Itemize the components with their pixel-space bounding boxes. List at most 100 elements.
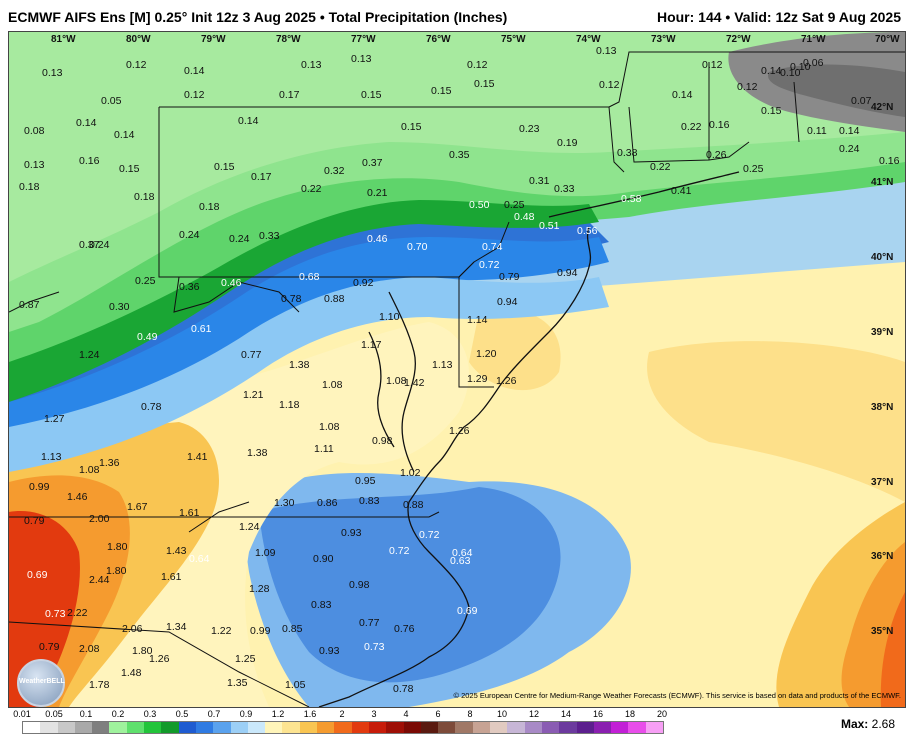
precip-value-label: 0.26 [706,149,727,161]
lon-label: 75°W [501,34,526,45]
precip-value-label: 0.17 [279,89,300,101]
precip-value-label: 1.09 [255,547,276,559]
precip-value-label: 1.17 [361,339,382,351]
precip-value-label: 1.08 [322,379,343,391]
colorbar-swatch [299,722,318,733]
patch-orange-east [647,341,905,502]
precip-value-label: 0.38 [617,147,638,159]
precip-value-label: 0.95 [355,475,376,487]
precip-value-label: 1.78 [89,679,110,691]
lon-label: 76°W [426,34,451,45]
precip-value-label: 1.34 [166,621,187,633]
precip-value-label: 1.26 [449,425,470,437]
model-title: ECMWF AIFS Ens [M] 0.25° [8,9,188,25]
precip-value-label: 0.15 [401,121,422,133]
precip-value-label: 0.73 [364,641,385,653]
colorbar-swatch [438,722,456,733]
patch-gray-ne2 [768,64,905,117]
precip-value-label: 0.87 [19,299,40,311]
precip-value-label: 0.13 [351,53,372,65]
colorbar-tick-label: 1.2 [271,709,285,719]
precip-value-label: 0.14 [672,89,693,101]
precip-value-label: 1.28 [249,583,270,595]
colorbar-swatch [576,722,594,733]
precip-value-label: 0.05 [101,95,122,107]
colorbar-swatch [628,722,646,733]
zone-sw-red [9,511,80,707]
map-title: ECMWF AIFS Ens [M] 0.25° Init 12z 3 Aug … [8,9,507,25]
precip-value-label: 0.13 [301,59,322,71]
max-number: 2.68 [871,717,895,731]
precip-value-label: 0.24 [179,229,200,241]
precip-value-label: 0.14 [114,129,135,141]
colorbar-swatch [23,722,41,733]
colorbar-swatch [524,722,542,733]
colorbar-swatch [455,722,473,733]
precip-value-label: 0.99 [250,625,271,637]
colorbar-tick-label: 18 [624,709,636,719]
precip-value-label: 2.22 [67,607,88,619]
precip-value-label: 0.69 [457,605,478,617]
colorbar-swatch [161,722,179,733]
precip-value-label: 0.13 [596,45,617,57]
precip-value-label: 2.06 [122,623,143,635]
precip-value-label: 1.18 [279,399,300,411]
precip-value-label: 0.22 [650,161,671,173]
precip-value-label: 1.24 [239,521,260,533]
precip-value-label: 0.69 [27,569,48,581]
lat-label: 39°N [871,327,893,338]
precip-value-label: 0.12 [702,59,723,71]
precip-value-label: 0.72 [389,545,410,557]
precip-value-label: 0.15 [474,78,495,90]
colorbar-swatch [507,722,525,733]
precip-value-label: 0.06 [803,57,824,69]
precip-value-label: 0.88 [403,499,424,511]
patch-orange-nj [469,309,561,391]
precip-value-label: 1.38 [247,447,268,459]
precip-value-label: 1.14 [467,314,488,326]
precip-value-label: 2.08 [79,643,100,655]
precip-value-label: 0.13 [42,67,63,79]
precip-value-label: 0.49 [137,331,158,343]
colorbar-tick-label: 0.7 [207,709,221,719]
precip-value-label: 1.61 [179,507,200,519]
colorbar-swatch [490,722,508,733]
precip-value-label: 1.20 [476,348,497,360]
precip-value-label: 0.16 [79,155,100,167]
lon-label: 71°W [801,34,826,45]
lat-label: 42°N [871,102,893,113]
precip-value-label: 0.14 [839,125,860,137]
colorbar-swatch [282,722,300,733]
precip-value-label: 0.58 [621,193,642,205]
precip-value-label: 0.37 [79,239,100,251]
colorbar-tick-label: 0.01 [13,709,31,719]
precip-value-label: 1.22 [211,625,232,637]
colorbar-swatch [230,722,248,733]
precip-value-label: 0.22 [681,121,702,133]
precip-value-label: 0.12 [467,59,488,71]
lon-label: 79°W [201,34,226,45]
colorbar [22,721,664,734]
precip-value-label: 0.76 [394,623,415,635]
coastline [318,171,740,707]
precip-value-label: 1.29 [467,373,488,385]
colorbar-swatch [178,722,196,733]
lon-label: 73°W [651,34,676,45]
precip-value-label: 0.46 [367,233,388,245]
precip-value-label: 0.78 [393,683,414,695]
precip-value-label: 0.94 [557,267,578,279]
precip-value-label: 1.26 [496,375,517,387]
precip-value-label: 0.15 [361,89,382,101]
colorbar-tick-label: 4 [403,709,409,719]
precip-value-label: 0.85 [282,623,303,635]
precip-value-label: 1.08 [386,375,407,387]
precip-value-label: 1.80 [107,541,128,553]
precip-value-label: 0.73 [45,608,66,620]
precip-value-label: 0.23 [519,123,540,135]
precip-value-label: 0.15 [119,163,140,175]
precip-value-label: 0.72 [479,259,500,271]
precip-value-label: 0.37 [362,157,383,169]
precip-value-label: 0.86 [317,497,338,509]
colorbar-tick-label: 8 [467,709,473,719]
precip-value-label: 0.48 [514,211,535,223]
